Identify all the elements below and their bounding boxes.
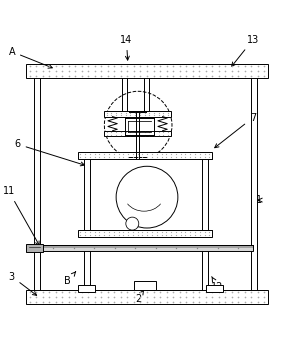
Text: 3: 3 bbox=[9, 271, 37, 295]
Bar bbox=[104, 111, 171, 117]
Bar bbox=[206, 285, 223, 292]
Bar bbox=[26, 244, 43, 252]
Bar bbox=[78, 153, 212, 159]
Bar bbox=[78, 285, 95, 292]
Bar bbox=[26, 64, 268, 78]
Text: 12: 12 bbox=[211, 277, 224, 292]
Circle shape bbox=[116, 166, 178, 228]
Text: 14: 14 bbox=[120, 35, 133, 60]
Bar bbox=[134, 281, 156, 290]
Text: 13: 13 bbox=[232, 35, 259, 66]
Text: 11: 11 bbox=[3, 186, 39, 245]
Circle shape bbox=[126, 217, 139, 230]
Bar bbox=[26, 290, 268, 304]
Bar bbox=[38, 245, 253, 251]
Text: 1: 1 bbox=[256, 195, 262, 205]
Text: B: B bbox=[64, 272, 76, 286]
Text: 6: 6 bbox=[15, 139, 84, 166]
Bar bbox=[78, 230, 212, 237]
Text: 7: 7 bbox=[215, 113, 256, 148]
Text: A: A bbox=[9, 47, 52, 68]
Bar bbox=[104, 131, 171, 136]
Text: 2: 2 bbox=[135, 290, 143, 304]
